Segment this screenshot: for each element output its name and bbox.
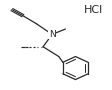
- Text: N: N: [48, 30, 55, 39]
- Text: HCl: HCl: [83, 5, 102, 15]
